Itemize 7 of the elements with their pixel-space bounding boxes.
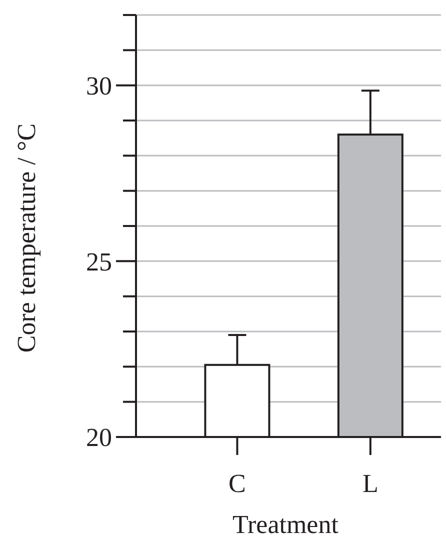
x-tick-label: L bbox=[362, 469, 378, 498]
y-tick-label: 30 bbox=[86, 71, 112, 100]
y-tick-label: 25 bbox=[86, 247, 112, 276]
x-tick-label: C bbox=[228, 469, 246, 498]
x-axis-title: Treatment bbox=[232, 510, 340, 539]
y-tick-label: 20 bbox=[86, 423, 112, 452]
y-axis-title: Core temperature / °C bbox=[12, 123, 41, 353]
